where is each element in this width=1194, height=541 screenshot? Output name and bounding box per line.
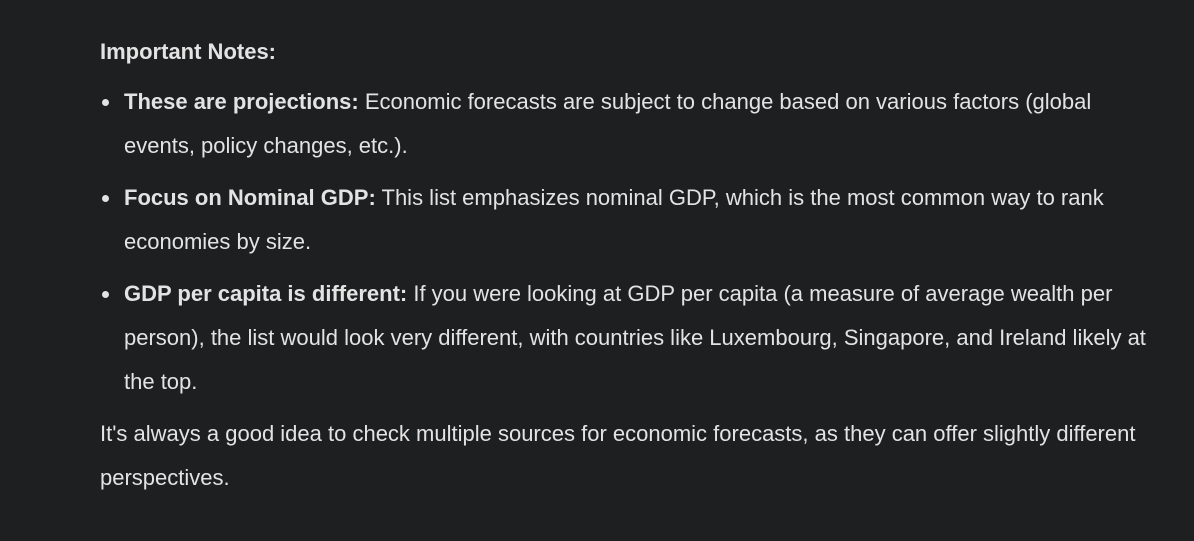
closing-paragraph: It's always a good idea to check multipl… [100,421,1136,490]
list-item-text: Economic forecasts are subject to change… [124,89,1092,158]
list-item-lead: These are projections: [124,89,359,114]
list-item-text: If you were looking at GDP per capita (a… [124,281,1146,394]
list-item-lead: GDP per capita is different: [124,281,408,306]
list-item: These are projections: Economic forecast… [100,80,1150,168]
bullet-icon [102,99,109,106]
list-item: GDP per capita is different: If you were… [100,272,1150,404]
notes-heading: Important Notes: [100,39,276,64]
response-body: Important Notes: These are projections: … [100,30,1150,500]
list-item: Focus on Nominal GDP: This list emphasiz… [100,176,1150,264]
notes-list: These are projections: Economic forecast… [100,80,1150,404]
list-item-text: This list emphasizes nominal GDP, which … [124,185,1104,254]
list-item-lead: Focus on Nominal GDP: [124,185,376,210]
bullet-icon [102,195,109,202]
bullet-icon [102,291,109,298]
